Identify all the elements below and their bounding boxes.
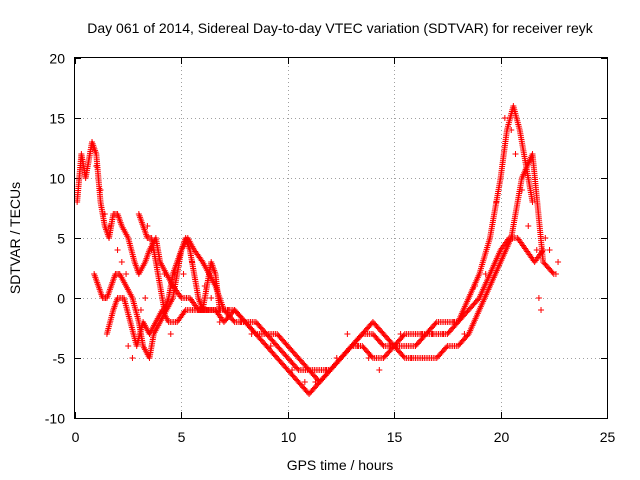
data-point [535,295,542,301]
data-point [365,355,372,361]
x-tick-label: 10 [281,429,297,445]
data-point [418,331,425,337]
data-point [542,235,549,241]
data-point [125,343,132,349]
data-points [74,103,562,397]
data-point [475,296,482,303]
data-point [301,379,308,385]
y-tick-label: 0 [57,291,65,307]
data-point [89,139,96,145]
data-point [397,331,404,337]
plot-frame [74,57,608,419]
data-point [368,353,375,360]
data-point [508,127,515,133]
data-point [148,247,155,253]
data-point [429,331,436,337]
data-point [251,329,258,336]
x-tick-label: 5 [178,429,186,445]
x-tick-label: 15 [387,429,403,445]
data-point [512,151,519,157]
data-point [379,341,386,348]
data-point [440,331,447,337]
data-point [216,319,223,325]
data-point [501,115,508,121]
data-point [529,199,536,205]
data-point [421,332,428,339]
data-point [289,367,296,373]
data-point [237,319,244,325]
data-point [344,331,351,337]
data-point [294,365,301,372]
data-point [555,259,562,265]
y-tick-label: -5 [53,351,66,367]
data-point [464,332,471,339]
data-point [97,187,104,193]
data-point [358,332,365,339]
data-point [482,271,489,277]
data-point [461,331,468,337]
data-point [129,355,136,361]
data-point [262,329,269,336]
data-point [549,269,556,276]
data-point [518,187,525,193]
data-point [142,295,149,301]
data-point [189,259,196,265]
data-point [180,271,187,277]
data-point [201,283,208,289]
data-point [230,317,237,324]
data-point [225,307,232,313]
series-track-A [74,103,536,397]
data-point [400,353,407,360]
data-point [101,211,108,217]
data-point [241,317,248,324]
y-tick-label: 10 [49,171,65,187]
data-point [525,223,532,229]
data-point [144,223,151,229]
data-point [432,320,439,327]
data-point [154,259,161,265]
data-point [386,343,393,349]
y-tick-label: 5 [57,231,65,247]
data-point [118,259,125,265]
x-axis-label: GPS time / hours [287,457,394,473]
data-point [533,247,540,253]
data-point [323,367,330,373]
series-scattered [89,115,562,385]
x-tick-label: 25 [600,429,616,445]
data-point [333,355,340,361]
data-point [552,271,559,277]
data-point [355,343,362,349]
data-point [137,307,144,313]
data-point [208,295,215,301]
data-point [123,271,130,277]
data-point [312,379,319,385]
data-point [400,332,407,339]
data-point [472,283,479,289]
data-point [114,247,121,253]
y-tick-label: -10 [45,411,65,427]
data-point [267,343,274,349]
data-point [408,355,415,361]
x-tick-label: 20 [494,429,510,445]
data-point [93,163,100,169]
data-point [443,344,450,351]
x-tick-label: 0 [72,429,80,445]
y-tick-label: 15 [49,111,65,127]
y-tick-label: 20 [49,51,65,67]
chart-title: Day 061 of 2014, Sidereal Day-to-day VTE… [87,20,593,36]
data-point [546,247,553,253]
data-point [161,271,168,277]
series-track-C [103,151,557,373]
data-point [248,331,255,337]
data-point [167,331,174,337]
data-point [304,365,311,372]
y-axis-label: SDTVAR / TECUs [7,182,23,294]
data-point [450,319,457,325]
data-point [216,307,223,313]
data-point [538,307,545,313]
data-point [493,199,500,205]
data-point [106,223,113,229]
data-point [376,367,383,373]
